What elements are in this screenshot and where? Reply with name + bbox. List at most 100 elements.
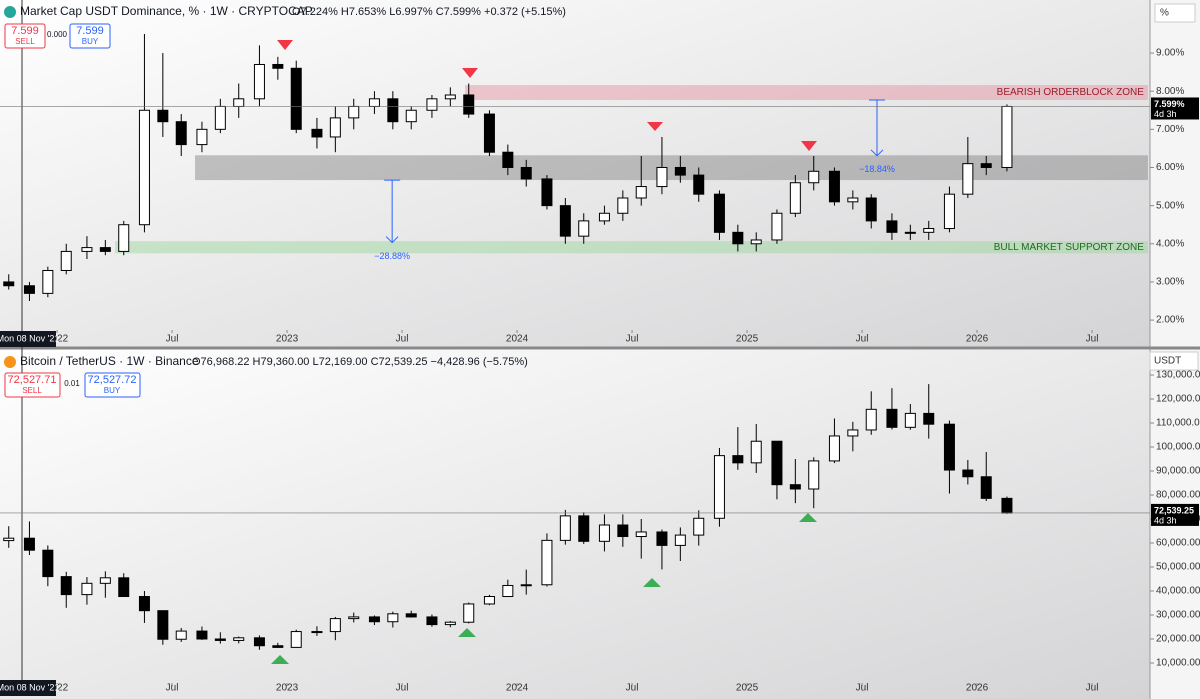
candle-body [214, 638, 226, 641]
candle-body [541, 178, 553, 207]
measure-head [870, 149, 884, 157]
candle-body [426, 98, 438, 111]
candle-body [732, 231, 744, 245]
buy-label: BUY [82, 37, 99, 46]
symbol-icon [4, 6, 16, 18]
last-price-box [1151, 503, 1199, 526]
candle-body [329, 117, 341, 138]
candle-body [771, 440, 783, 486]
crosshair-date: Mon 08 Nov '21 [0, 682, 59, 692]
candle-body [426, 616, 438, 626]
x-tick-label: 2024 [506, 683, 529, 694]
buy-label: BUY [104, 386, 121, 395]
countdown: 4d 3h [1154, 515, 1177, 525]
candle-body [541, 539, 553, 586]
candle-body [118, 224, 130, 252]
y-tick-label: 130,000.00 [1156, 370, 1200, 381]
candle-body [214, 105, 226, 130]
candle-body [23, 285, 35, 294]
candle-body [635, 531, 647, 538]
y-tick-label: 20,000.00 [1156, 634, 1200, 645]
x-tick-label: 2022 [46, 334, 69, 345]
candle-body [789, 182, 801, 214]
y-tick-label: 3.00% [1156, 277, 1184, 288]
buy-button[interactable] [84, 372, 141, 398]
candle-body [60, 250, 72, 271]
candle-body [405, 613, 417, 618]
candle-body [732, 455, 744, 464]
candle-body [444, 94, 456, 100]
candle-body [81, 247, 93, 252]
y-tick-label: 9.00% [1156, 48, 1184, 59]
candle-body [656, 166, 668, 188]
candle-body [138, 109, 150, 226]
candle-body [290, 67, 302, 130]
candle-body [348, 105, 360, 119]
candle-body [656, 531, 668, 546]
pane-background [0, 0, 1150, 347]
plot-layer: 2.00% 3.00% 4.00% 5.00% 6.00% 7.00% 8.00% 9.00%… [0, 33, 1200, 696]
x-tick-label: Jul [396, 683, 409, 694]
x-tick-label: 2026 [966, 683, 989, 694]
candle-body [368, 98, 380, 107]
candle-body [598, 524, 610, 542]
y-tick-label: 110,000.00 [1156, 418, 1200, 429]
sell-button[interactable] [4, 23, 46, 49]
candle-body [520, 584, 532, 587]
buy-price: 72,527.72 [88, 374, 137, 386]
candle-body [865, 408, 877, 431]
candle-body [886, 220, 898, 233]
candle-body [943, 423, 955, 471]
candle-body [253, 637, 265, 647]
signal-marker [801, 141, 817, 151]
pane-background [0, 350, 1150, 699]
candle-body [175, 121, 187, 146]
candle-body [42, 549, 54, 578]
candle-body [329, 618, 341, 633]
x-tick-label: Jul [626, 683, 639, 694]
ohlc-legend: O76,968.22 H79,360.00 L72,169.00 C72,539… [192, 356, 528, 368]
sell-label: SELL [15, 37, 35, 46]
buy-price: 7.599 [76, 25, 104, 37]
unit-label: % [1160, 8, 1169, 19]
sell-price: 72,527.71 [8, 374, 57, 386]
candle-body [175, 630, 187, 640]
signal-marker [643, 578, 661, 587]
candle-body [463, 603, 475, 623]
unit-box[interactable] [1154, 3, 1196, 23]
zone-label: BEARISH ORDERBLOCK ZONE [997, 87, 1145, 98]
candle-body [387, 98, 399, 123]
x-tick-label: 2023 [276, 334, 299, 345]
candle-body [60, 576, 72, 596]
candle-body [272, 63, 284, 69]
buy-button[interactable] [69, 23, 111, 49]
pane-title: Market Cap USDT Dominance, % · 1W · CRYP… [20, 4, 313, 18]
x-tick-label: 2023 [276, 683, 299, 694]
candle-body [923, 228, 935, 233]
x-tick-label: Jul [626, 334, 639, 345]
signal-marker [799, 513, 817, 522]
candle-body [578, 515, 590, 542]
signal-marker [462, 68, 478, 78]
y-tick-label: 60,000.00 [1156, 538, 1200, 549]
x-tick-label: Jul [166, 683, 179, 694]
sell-button[interactable] [4, 372, 61, 398]
x-tick-label: 2025 [736, 334, 759, 345]
measure-head [385, 236, 399, 244]
crosshair-date-box [0, 331, 56, 347]
measure-label: −28.88% [374, 251, 410, 261]
unit-box[interactable] [1149, 351, 1199, 371]
candle-body [789, 484, 801, 490]
crosshair-date-box [0, 680, 56, 696]
x-tick-label: 2026 [966, 334, 989, 345]
x-tick-label: 2022 [46, 683, 69, 694]
candle-body [311, 128, 323, 138]
candle-body [253, 63, 265, 100]
candle-body [502, 584, 514, 598]
y-tick-label: 90,000.00 [1156, 466, 1200, 477]
candle-body [387, 613, 399, 623]
candle-body [904, 231, 916, 234]
candle-body [99, 247, 111, 252]
candle-body [157, 109, 169, 123]
